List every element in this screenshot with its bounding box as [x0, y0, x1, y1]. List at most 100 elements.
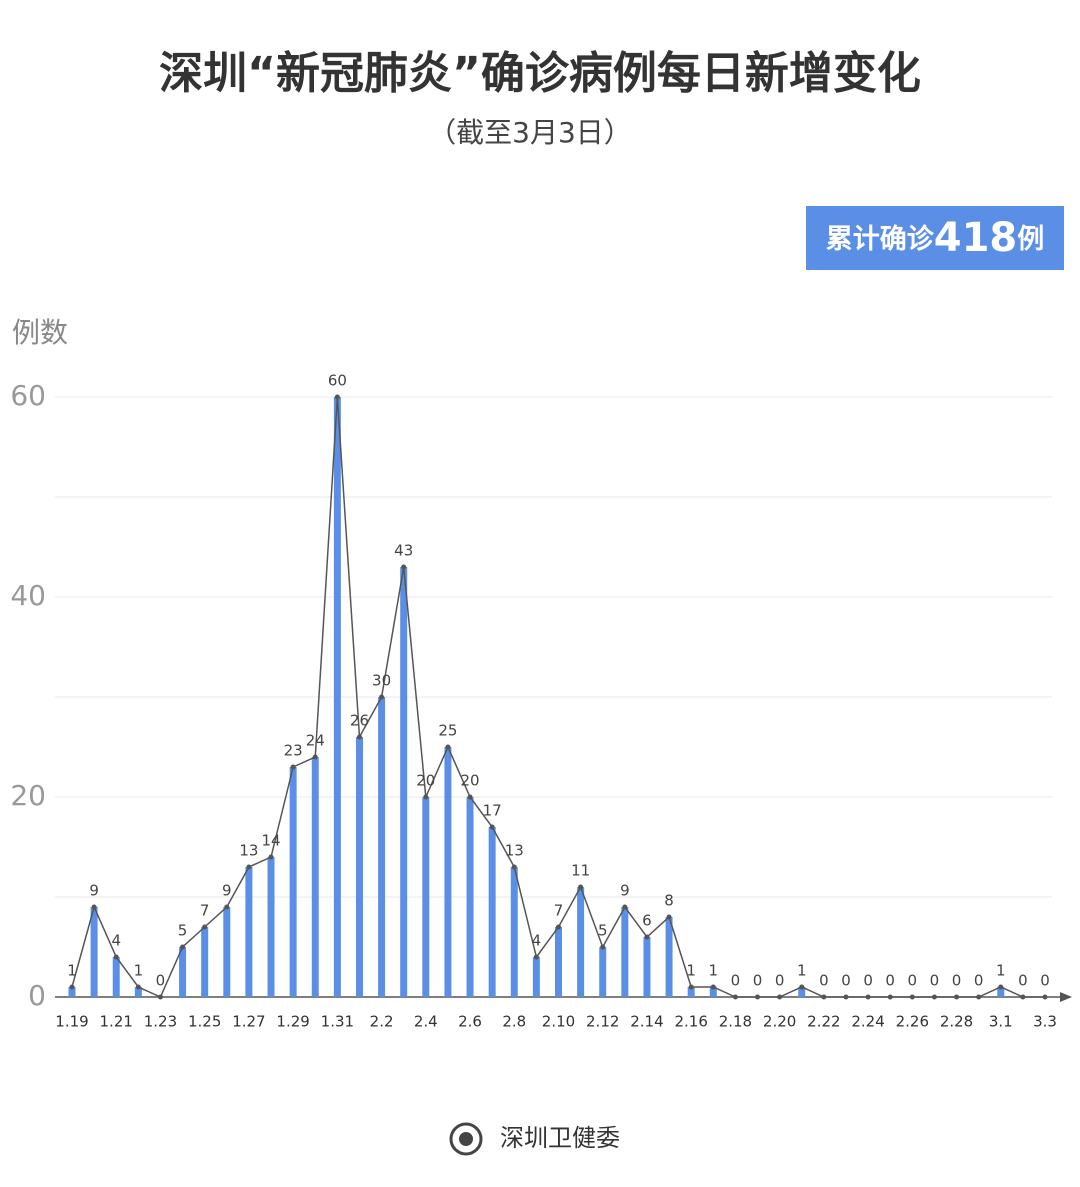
x-tick-label: 2.18 — [719, 1013, 752, 1031]
point — [865, 994, 871, 1000]
value-label: 1 — [134, 962, 144, 980]
value-label: 9 — [89, 882, 99, 900]
x-tick-label: 2.6 — [458, 1013, 482, 1031]
bar — [577, 887, 585, 997]
x-tick-label: 2.4 — [414, 1013, 438, 1031]
x-tick-label: 2.26 — [896, 1013, 929, 1031]
x-tick-label: 2.12 — [586, 1013, 619, 1031]
value-label: 9 — [620, 882, 630, 900]
point — [998, 984, 1004, 990]
value-label: 20 — [460, 772, 479, 790]
total-badge: 累计确诊418例 — [806, 206, 1064, 270]
value-label: 0 — [885, 972, 895, 990]
x-tick-label: 2.22 — [807, 1013, 840, 1031]
x-tick-label: 2.20 — [763, 1013, 796, 1031]
bar — [311, 757, 319, 997]
point — [180, 944, 186, 950]
value-label: 4 — [532, 932, 542, 950]
value-label: 7 — [554, 902, 564, 920]
point — [1042, 994, 1048, 1000]
x-tick-label: 1.29 — [276, 1013, 309, 1031]
value-label: 0 — [753, 972, 763, 990]
value-label: 43 — [394, 542, 413, 560]
value-label: 0 — [731, 972, 741, 990]
value-label: 0 — [819, 972, 829, 990]
point — [423, 794, 429, 800]
point — [290, 764, 296, 770]
badge-suffix: 例 — [1017, 224, 1044, 255]
point — [489, 824, 495, 830]
source-logo — [449, 1122, 483, 1156]
bar — [997, 987, 1005, 997]
value-label: 5 — [178, 922, 188, 940]
point — [401, 564, 407, 570]
bar — [532, 957, 540, 997]
badge-text: 累计确诊418例 — [826, 215, 1045, 261]
point — [843, 994, 849, 1000]
x-tick-label: 2.28 — [940, 1013, 973, 1031]
point — [688, 984, 694, 990]
value-label: 6 — [642, 912, 652, 930]
point — [976, 994, 982, 1000]
x-tick-label: 2.10 — [542, 1013, 575, 1031]
bar — [355, 737, 363, 997]
y-tick-label: 60 — [10, 379, 46, 412]
x-tick-label: 2.2 — [370, 1013, 394, 1031]
bar — [378, 697, 386, 997]
bar — [223, 907, 231, 997]
point — [622, 904, 628, 910]
value-label: 0 — [1018, 972, 1028, 990]
point — [578, 884, 584, 890]
chart-subtitle: （截至3月3日） — [428, 116, 632, 149]
point — [379, 694, 385, 700]
value-label: 23 — [284, 742, 303, 760]
x-tick-label: 3.3 — [1033, 1013, 1057, 1031]
badge-box — [806, 206, 1064, 270]
bar — [68, 987, 76, 997]
value-label: 13 — [505, 842, 524, 860]
bar — [179, 947, 187, 997]
point — [909, 994, 915, 1000]
point — [954, 994, 960, 1000]
point — [511, 864, 517, 870]
x-tick-label: 2.14 — [630, 1013, 663, 1031]
x-tick-label: 1.25 — [188, 1013, 221, 1031]
bar — [665, 917, 673, 997]
point — [312, 754, 318, 760]
bar — [488, 827, 496, 997]
value-label: 0 — [952, 972, 962, 990]
y-tick-label: 0 — [28, 979, 46, 1012]
point — [600, 944, 606, 950]
value-label: 7 — [200, 902, 210, 920]
value-label: 0 — [908, 972, 918, 990]
point — [334, 394, 340, 400]
bar — [466, 797, 474, 997]
bar — [555, 927, 562, 997]
value-label: 0 — [775, 972, 785, 990]
point — [710, 984, 716, 990]
value-label: 5 — [598, 922, 608, 940]
point — [246, 864, 252, 870]
x-axis-arrow — [1060, 992, 1072, 1002]
point — [135, 984, 141, 990]
point — [224, 904, 230, 910]
x-tick-label: 1.27 — [232, 1013, 265, 1031]
value-label: 26 — [350, 712, 369, 730]
point — [69, 984, 75, 990]
value-label: 30 — [372, 672, 391, 690]
y-tick-label: 20 — [10, 779, 46, 812]
point — [644, 934, 650, 940]
chart-title: 深圳“新冠肺炎”确诊病例每日新增变化 — [159, 48, 921, 99]
bar — [134, 987, 142, 997]
x-tick-label: 3.1 — [989, 1013, 1013, 1031]
point — [113, 954, 119, 960]
bar — [201, 927, 209, 997]
value-label: 1 — [686, 962, 696, 980]
point — [467, 794, 473, 800]
point — [777, 994, 783, 1000]
value-label: 20 — [416, 772, 435, 790]
value-label: 0 — [974, 972, 984, 990]
bar — [510, 867, 518, 997]
